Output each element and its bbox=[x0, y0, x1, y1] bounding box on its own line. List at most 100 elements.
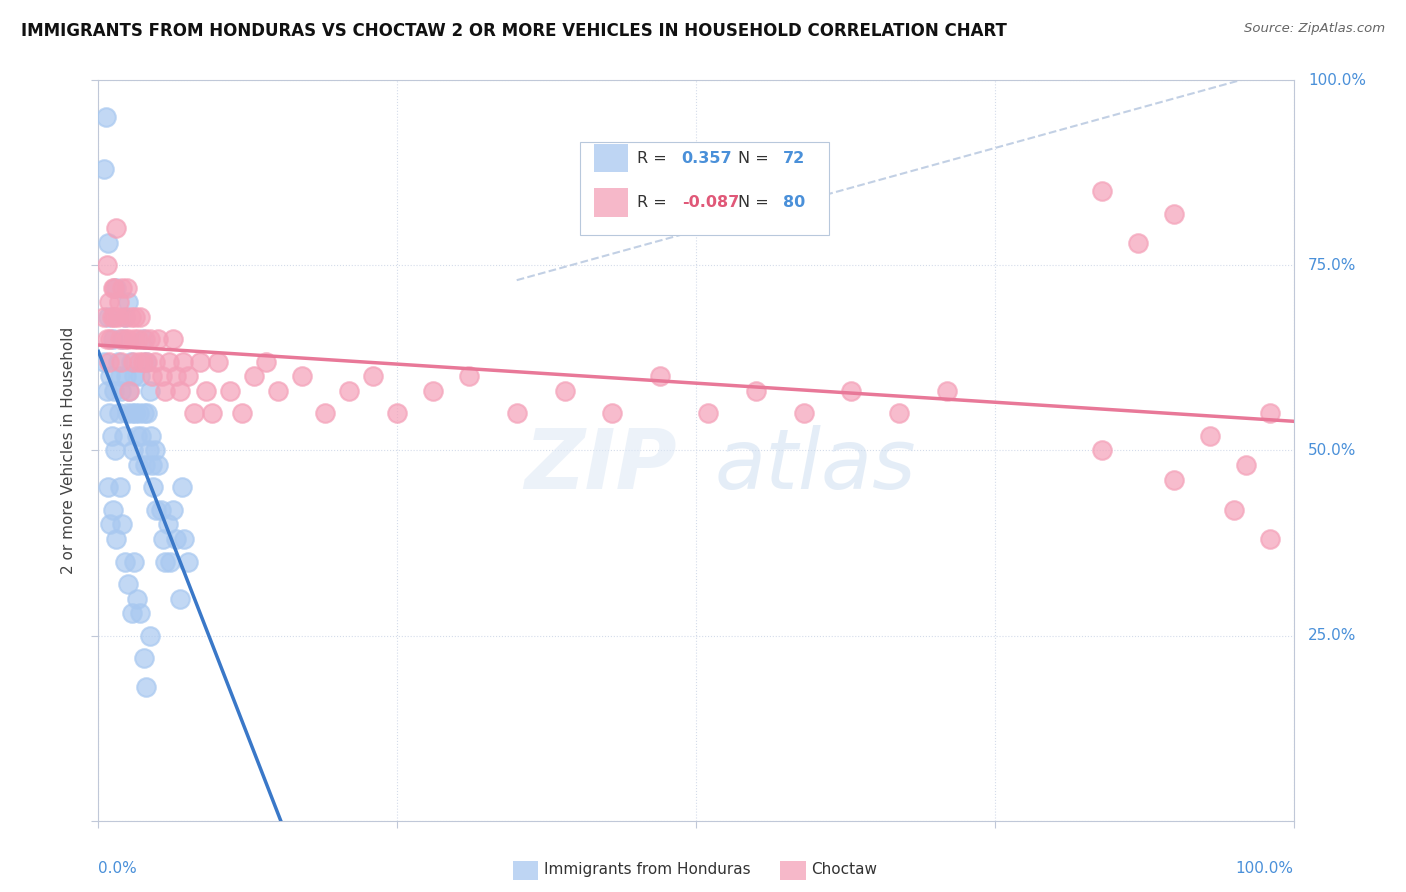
Point bbox=[1258, 533, 1281, 547]
Point bbox=[114, 332, 136, 346]
Point bbox=[142, 480, 165, 494]
Text: R =: R = bbox=[637, 195, 672, 210]
Point bbox=[889, 407, 911, 421]
Point bbox=[125, 591, 148, 606]
Text: N =: N = bbox=[738, 151, 773, 166]
Point bbox=[98, 407, 121, 421]
FancyBboxPatch shape bbox=[595, 188, 628, 217]
Point bbox=[115, 280, 138, 294]
Point bbox=[101, 502, 124, 516]
Point bbox=[143, 354, 166, 368]
Point bbox=[103, 384, 125, 399]
Point bbox=[648, 369, 672, 384]
Point bbox=[1163, 206, 1185, 220]
Point bbox=[105, 280, 128, 294]
Point bbox=[315, 407, 337, 421]
Point bbox=[120, 310, 142, 325]
Point bbox=[96, 259, 118, 273]
Point bbox=[183, 407, 205, 421]
Point bbox=[110, 354, 132, 368]
Text: 100.0%: 100.0% bbox=[1236, 862, 1294, 876]
Point bbox=[124, 407, 146, 421]
Point bbox=[117, 332, 139, 346]
Point bbox=[165, 533, 187, 547]
Point bbox=[936, 384, 959, 399]
Point bbox=[1199, 428, 1222, 442]
Point bbox=[131, 354, 153, 368]
Point bbox=[143, 443, 166, 458]
Text: N =: N = bbox=[738, 195, 773, 210]
Point bbox=[124, 369, 146, 384]
Point bbox=[128, 354, 150, 368]
Point bbox=[150, 369, 173, 384]
Point bbox=[188, 354, 211, 368]
Point bbox=[136, 354, 159, 368]
Point bbox=[111, 517, 134, 532]
Point bbox=[105, 533, 128, 547]
Text: 72: 72 bbox=[783, 151, 806, 166]
Point bbox=[94, 111, 117, 125]
Point bbox=[139, 384, 162, 399]
Point bbox=[243, 369, 266, 384]
FancyBboxPatch shape bbox=[595, 144, 628, 172]
Point bbox=[148, 458, 170, 473]
Point bbox=[103, 310, 125, 325]
Point bbox=[254, 354, 277, 368]
Point bbox=[207, 354, 229, 368]
Point bbox=[128, 407, 150, 421]
Point bbox=[124, 332, 146, 346]
Point bbox=[115, 407, 138, 421]
Text: 0.0%: 0.0% bbox=[98, 862, 138, 876]
Point bbox=[108, 480, 131, 494]
Point bbox=[155, 384, 177, 399]
FancyBboxPatch shape bbox=[581, 142, 828, 235]
Point bbox=[101, 280, 124, 294]
Point bbox=[98, 369, 122, 384]
Point bbox=[121, 607, 143, 621]
Point bbox=[125, 428, 148, 442]
Point bbox=[111, 332, 134, 346]
Text: IMMIGRANTS FROM HONDURAS VS CHOCTAW 2 OR MORE VEHICLES IN HOUSEHOLD CORRELATION : IMMIGRANTS FROM HONDURAS VS CHOCTAW 2 OR… bbox=[21, 22, 1007, 40]
Text: 80: 80 bbox=[783, 195, 806, 210]
Point bbox=[134, 332, 156, 346]
Point bbox=[1128, 236, 1150, 251]
Point bbox=[117, 576, 139, 591]
Point bbox=[139, 628, 162, 642]
Text: ZIP: ZIP bbox=[524, 425, 676, 506]
Point bbox=[108, 332, 131, 346]
Point bbox=[127, 332, 149, 346]
Point bbox=[118, 384, 141, 399]
Point bbox=[96, 384, 118, 399]
Text: Choctaw: Choctaw bbox=[811, 863, 877, 877]
Point bbox=[1258, 407, 1281, 421]
Point bbox=[136, 407, 159, 421]
Text: -0.087: -0.087 bbox=[682, 195, 740, 210]
Point bbox=[98, 517, 122, 532]
Point bbox=[201, 407, 224, 421]
Point bbox=[98, 295, 121, 310]
Point bbox=[93, 310, 115, 325]
Point bbox=[122, 443, 145, 458]
Point bbox=[422, 384, 444, 399]
Point bbox=[115, 369, 138, 384]
Point bbox=[104, 443, 127, 458]
Point bbox=[129, 607, 152, 621]
Point bbox=[159, 555, 181, 569]
Point bbox=[177, 369, 200, 384]
Point bbox=[149, 502, 172, 516]
Point bbox=[132, 650, 155, 665]
Point bbox=[141, 458, 163, 473]
Point bbox=[145, 502, 167, 516]
Point bbox=[108, 369, 131, 384]
Point bbox=[148, 332, 170, 346]
Point bbox=[745, 384, 768, 399]
Point bbox=[121, 407, 143, 421]
Point bbox=[107, 310, 129, 325]
Point bbox=[107, 354, 129, 368]
Point bbox=[129, 310, 152, 325]
Point bbox=[165, 369, 187, 384]
Point bbox=[131, 332, 153, 346]
Point bbox=[134, 458, 156, 473]
Text: 0.357: 0.357 bbox=[682, 151, 733, 166]
Point bbox=[135, 354, 157, 368]
